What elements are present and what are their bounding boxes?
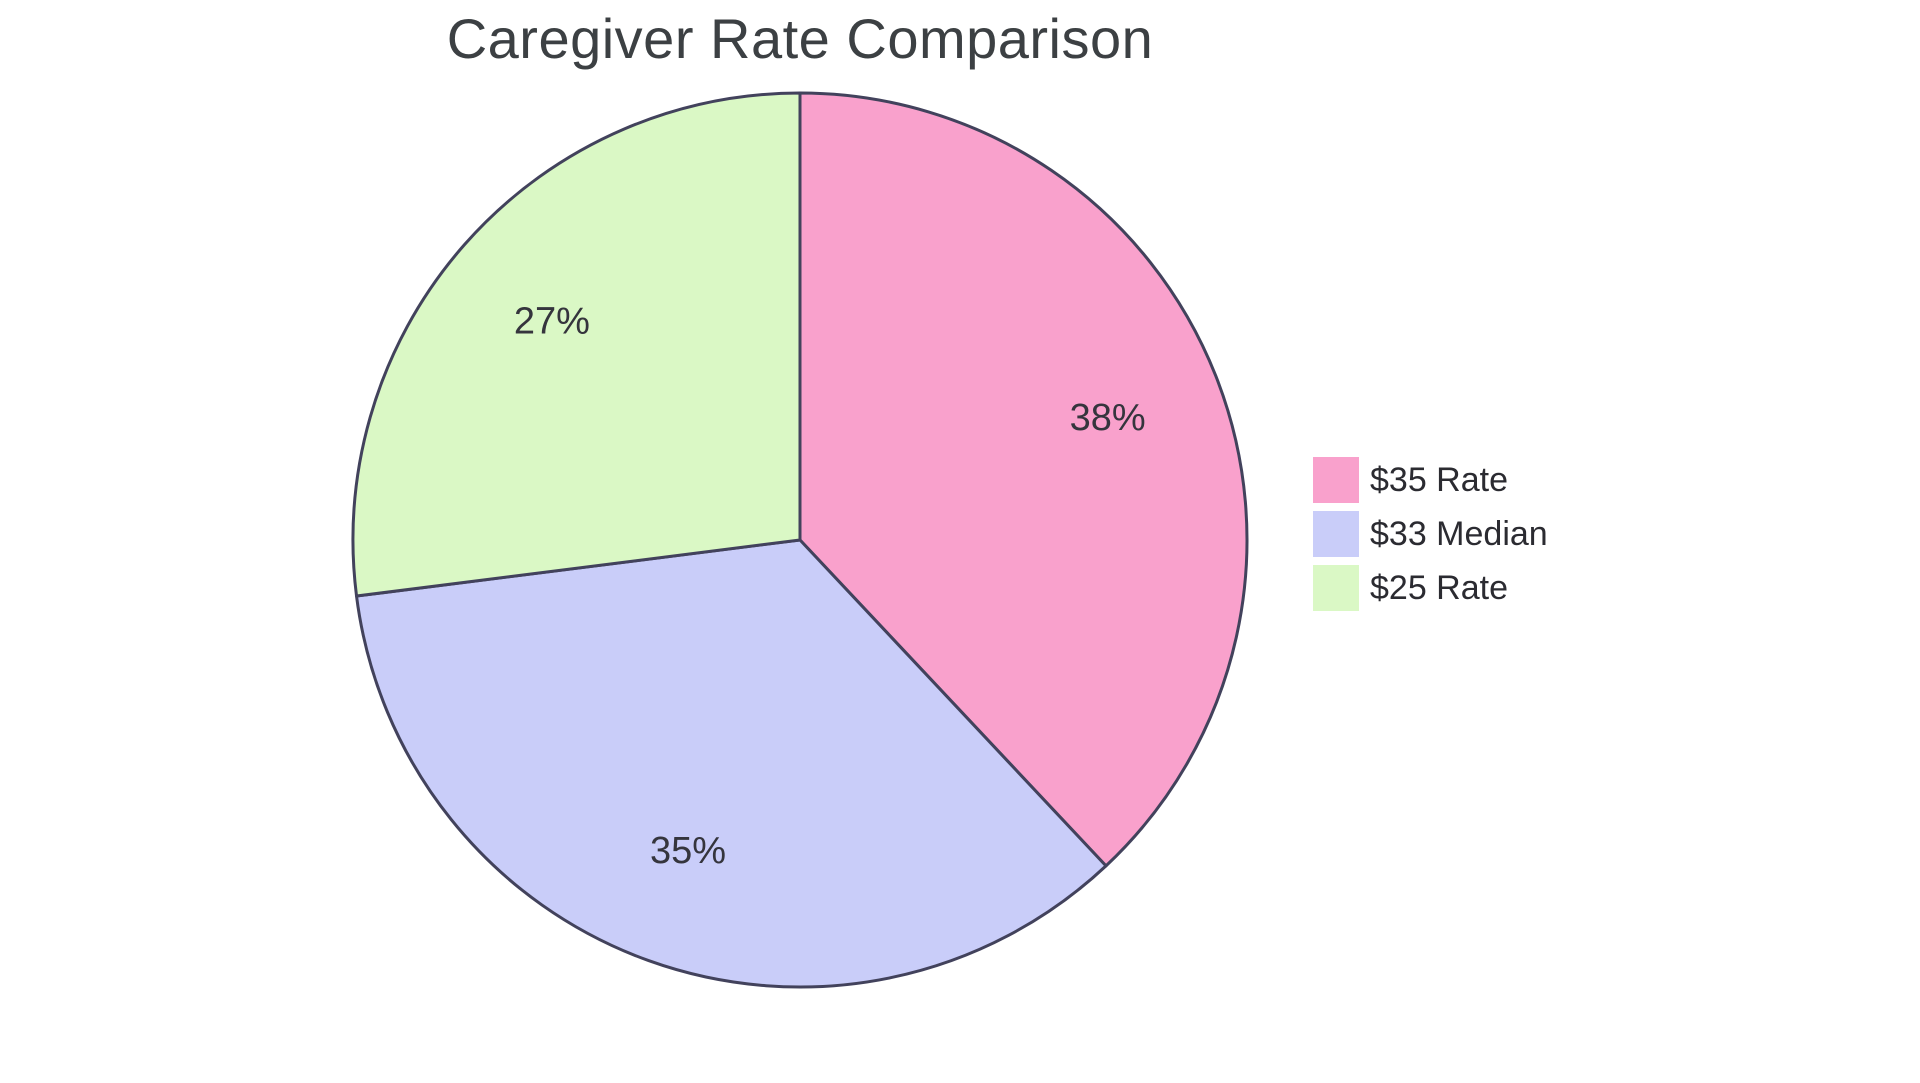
chart-title: Caregiver Rate Comparison: [446, 7, 1154, 70]
legend-item-3: $25 Rate: [1313, 565, 1548, 611]
legend-swatch-icon: [1313, 457, 1359, 503]
legend-swatch-icon: [1313, 511, 1359, 557]
legend-item-2: $33 Median: [1313, 511, 1548, 557]
slice-percent-label-1: 38%: [1070, 397, 1146, 439]
slice-percent-label-3: 27%: [514, 300, 590, 342]
legend-item-1: $35 Rate: [1313, 457, 1548, 503]
pie-slice-2: [355, 538, 1108, 989]
slice-percent-label-2: 35%: [650, 830, 726, 872]
legend-label: $33 Median: [1370, 514, 1548, 553]
legend-swatch-icon: [1313, 565, 1359, 611]
legend-label: $25 Rate: [1370, 568, 1508, 607]
pie-slice-3: [351, 91, 802, 598]
pie-slice-1: [798, 91, 1249, 868]
chart-legend: $35 Rate $33 Median $25 Rate: [1313, 457, 1548, 611]
legend-label: $35 Rate: [1370, 460, 1508, 499]
